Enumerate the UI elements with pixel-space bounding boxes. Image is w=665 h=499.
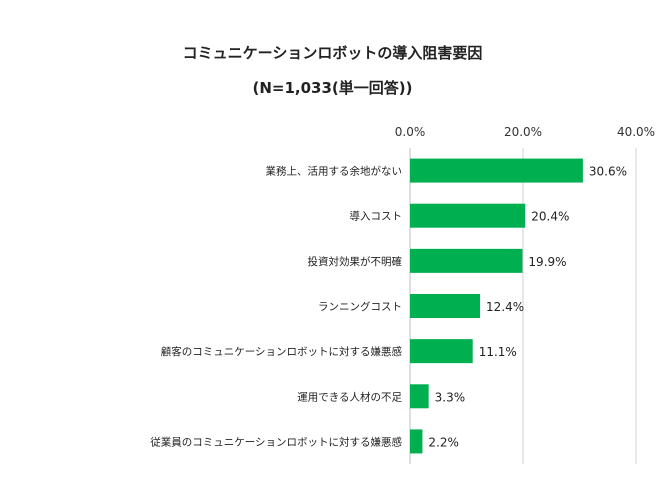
x-tick-label: 40.0% bbox=[617, 125, 655, 139]
data-label: 12.4% bbox=[486, 300, 524, 314]
data-label: 30.6% bbox=[589, 165, 627, 179]
bar bbox=[410, 294, 481, 318]
bar bbox=[410, 248, 523, 273]
bar bbox=[410, 429, 423, 454]
bar bbox=[410, 339, 473, 364]
category-label: ランニングコスト bbox=[318, 300, 402, 313]
bar bbox=[410, 384, 429, 409]
category-label: 従業員のコミュニケーションロボットに対する嫌悪感 bbox=[150, 435, 402, 448]
data-label: 20.4% bbox=[531, 210, 569, 224]
data-label: 11.1% bbox=[479, 345, 517, 359]
chart-title: コミュニケーションロボットの導入阻害要因 bbox=[182, 44, 483, 62]
category-label: 顧客のコミュニケーションロボットに対する嫌悪感 bbox=[161, 345, 403, 358]
chart-subtitle: (N=1,033(単一回答)) bbox=[252, 79, 413, 97]
category-label: 運用できる人材の不足 bbox=[297, 390, 402, 403]
category-label: 業務上、活用する余地がない bbox=[266, 165, 403, 178]
category-label: 投資対効果が不明確 bbox=[308, 255, 403, 268]
x-tick-label: 0.0% bbox=[395, 125, 426, 139]
bar bbox=[410, 158, 583, 183]
bar bbox=[410, 203, 526, 228]
data-label: 3.3% bbox=[435, 390, 466, 404]
data-label: 19.9% bbox=[528, 255, 566, 269]
data-label: 2.2% bbox=[428, 435, 459, 449]
x-tick-label: 20.0% bbox=[504, 125, 542, 139]
category-label: 導入コスト bbox=[350, 210, 403, 223]
